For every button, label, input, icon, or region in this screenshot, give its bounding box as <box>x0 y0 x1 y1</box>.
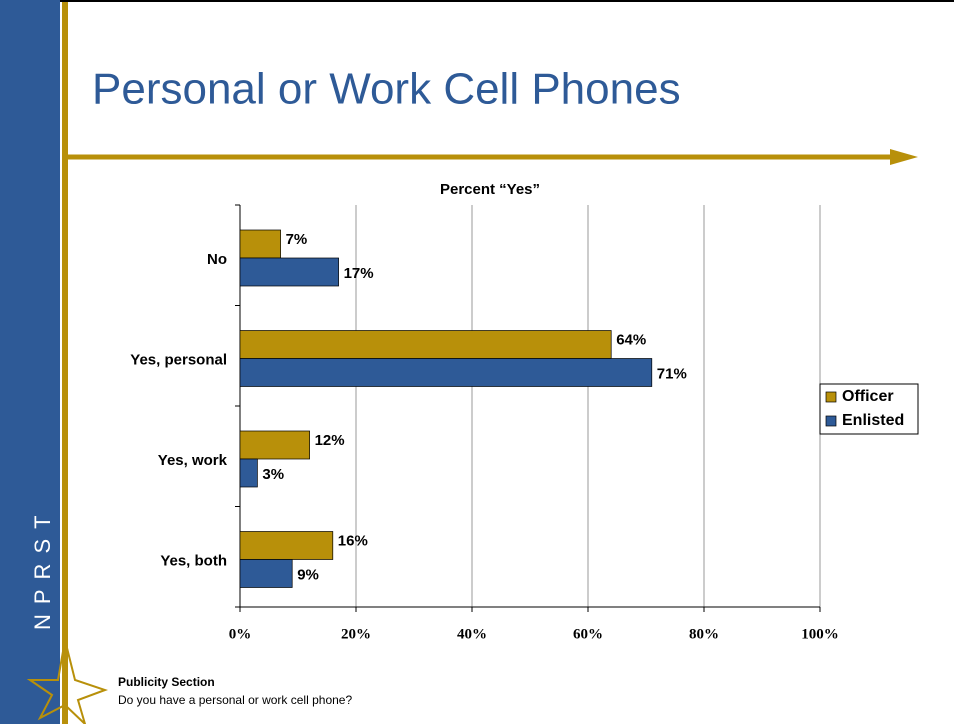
category-label: Yes, work <box>158 452 228 469</box>
value-label: 7% <box>286 231 308 248</box>
top-border <box>60 0 954 2</box>
legend-label: Enlisted <box>842 412 904 429</box>
star-logo <box>26 639 109 724</box>
gold-rule <box>62 0 68 724</box>
bar <box>239 358 653 387</box>
value-label: 64% <box>616 331 646 348</box>
x-tick-label: 80% <box>689 626 719 642</box>
value-label: 9% <box>297 566 319 583</box>
category-label: Yes, personal <box>130 351 227 368</box>
x-tick-label: 20% <box>341 626 371 642</box>
arrow-head <box>890 149 918 165</box>
legend-swatch <box>825 415 837 427</box>
value-label: 17% <box>344 265 374 282</box>
side-band <box>0 0 60 724</box>
category-label: Yes, both <box>160 552 227 569</box>
x-tick-label: 40% <box>457 626 487 642</box>
x-tick-label: 100% <box>801 626 839 642</box>
value-label: 16% <box>338 532 368 549</box>
value-label: 3% <box>262 466 284 483</box>
footer-heading: Publicity Section <box>118 675 215 689</box>
bar <box>239 559 293 588</box>
bar <box>239 458 258 488</box>
bar <box>239 257 339 287</box>
bar <box>239 229 281 259</box>
value-label: 71% <box>657 365 687 382</box>
footer-text: Do you have a personal or work cell phon… <box>118 693 352 707</box>
slide-title: Personal or Work Cell Phones <box>92 65 681 114</box>
bar <box>239 330 612 359</box>
legend-label: Officer <box>842 388 894 405</box>
side-label: NPRST <box>30 505 55 630</box>
x-tick-label: 0% <box>229 626 252 642</box>
category-label: No <box>207 251 227 268</box>
chart-title: Percent “Yes” <box>440 181 540 198</box>
x-tick-label: 60% <box>573 626 603 642</box>
bar <box>239 430 310 460</box>
value-label: 12% <box>315 432 345 449</box>
bar <box>239 531 334 560</box>
legend-swatch <box>825 391 837 403</box>
